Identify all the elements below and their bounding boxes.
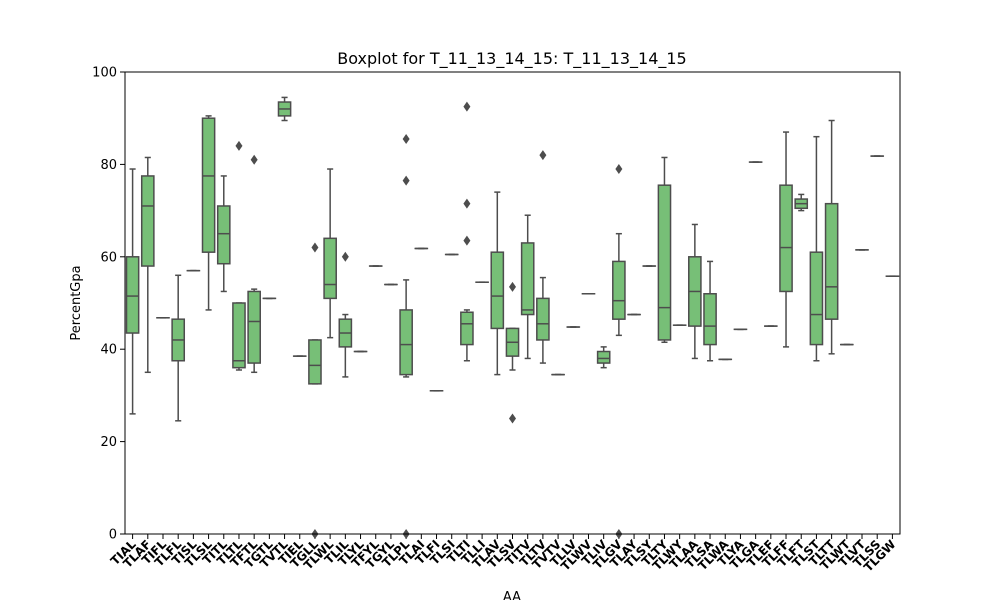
- box-TLTV: [536, 150, 550, 364]
- outlier-point: [235, 140, 243, 151]
- box-TLFT: [794, 193, 809, 212]
- box-iqr: [490, 251, 505, 330]
- box-iqr: [779, 184, 793, 293]
- box-iqr: [232, 302, 246, 369]
- box-TLFF: [779, 131, 793, 348]
- box-TITV: [520, 214, 535, 360]
- box-TLWL: [323, 168, 337, 339]
- outlier-point: [402, 175, 410, 186]
- outlier-point: [615, 164, 623, 175]
- box-TITL: [216, 175, 231, 293]
- outlier-point: [509, 413, 516, 424]
- outlier-point: [463, 198, 471, 209]
- box-iqr: [809, 251, 824, 346]
- chart-title: Boxplot for T_11_13_14_15: T_11_13_14_15: [337, 49, 686, 69]
- box-TVTL: [277, 96, 292, 122]
- box-TLTT: [824, 119, 839, 355]
- box-TLTL: [232, 140, 246, 371]
- box-TLAA: [688, 223, 702, 360]
- box-TLAV: [490, 191, 505, 376]
- box-iqr: [824, 202, 839, 320]
- box-TLSL: [201, 115, 216, 311]
- outlier-point: [509, 281, 516, 292]
- outlier-point: [311, 242, 319, 253]
- outlier-point: [463, 101, 471, 112]
- box-iqr: [536, 297, 550, 341]
- box-iqr: [596, 350, 611, 364]
- box-TFTL: [247, 154, 261, 374]
- outlier-point: [341, 251, 349, 262]
- box-TLSA: [703, 260, 717, 362]
- plot-frame: [124, 71, 901, 535]
- box-iqr: [323, 237, 337, 300]
- box-TGLL: [308, 242, 322, 539]
- box-TLST: [809, 135, 824, 362]
- box-iqr: [216, 205, 231, 265]
- outlier-point: [402, 133, 410, 144]
- box-TLTI: [460, 101, 474, 362]
- box-iqr: [460, 311, 474, 346]
- outlier-point: [250, 154, 258, 165]
- y-tick-label: 20: [100, 435, 117, 450]
- box-TLPL: [399, 133, 413, 539]
- y-tick-label: 100: [92, 66, 117, 81]
- box-TLAF: [140, 156, 155, 374]
- box-iqr: [201, 117, 216, 253]
- box-iqr: [247, 290, 261, 364]
- box-TLFL: [171, 274, 186, 422]
- outlier-point: [539, 150, 547, 161]
- box-iqr: [399, 309, 413, 376]
- y-tick-label: 60: [100, 250, 117, 265]
- box-iqr: [308, 339, 322, 385]
- box-iqr: [703, 293, 717, 346]
- box-TLTY: [657, 156, 672, 344]
- box-TIAL: [125, 168, 140, 415]
- box-iqr: [657, 184, 672, 341]
- box-iqr: [140, 175, 155, 267]
- outlier-point: [463, 235, 471, 246]
- box-TLIL: [338, 251, 353, 378]
- y-axis-title: PercentGpa: [69, 265, 84, 340]
- box-TLIV: [596, 346, 611, 369]
- y-axis: 0 20 40 60 80 100: [92, 66, 125, 543]
- box-TLGV: [612, 164, 626, 539]
- x-axis-title: AA: [503, 590, 521, 600]
- box-iqr: [612, 260, 626, 320]
- box-iqr: [520, 242, 535, 316]
- y-tick-label: 80: [100, 158, 117, 173]
- y-tick-label: 40: [100, 343, 117, 358]
- box-series: [125, 96, 900, 539]
- box-iqr: [125, 256, 140, 334]
- box-TLSV: [505, 281, 520, 424]
- y-tick-label: 0: [109, 528, 117, 543]
